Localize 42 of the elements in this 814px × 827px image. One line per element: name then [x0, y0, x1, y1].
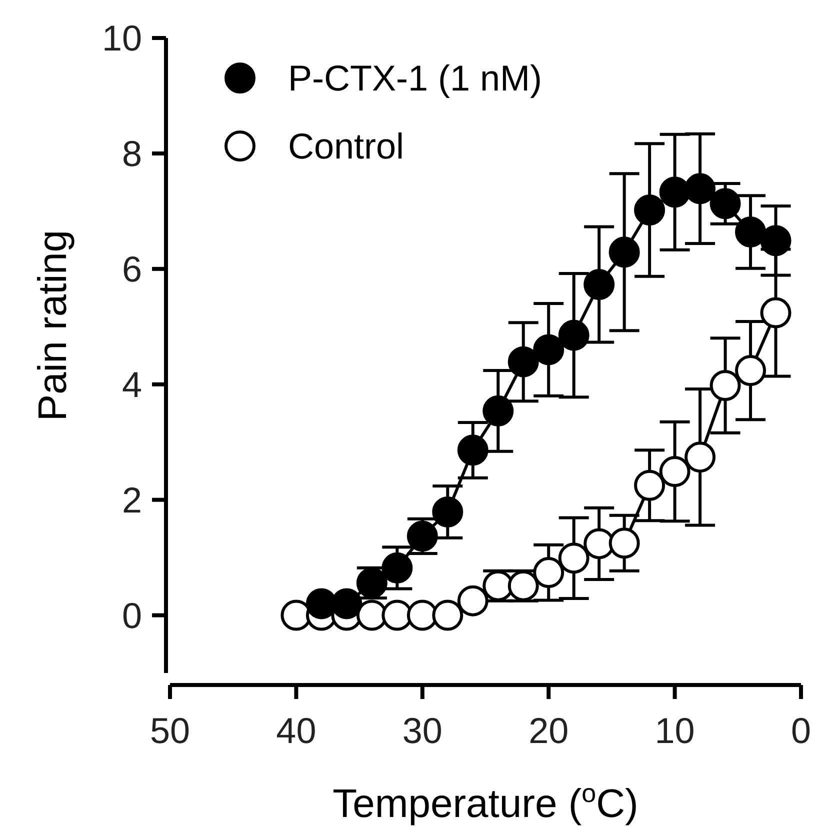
y-axis-title: Pain rating: [31, 230, 75, 422]
y-tick-label: 0: [122, 594, 142, 636]
point: [735, 355, 766, 386]
point: [584, 268, 615, 300]
point: [684, 442, 716, 473]
x-tick-label: 50: [150, 710, 190, 751]
x-axis-title: Temperature ($^{o}$C): [332, 778, 638, 826]
point: [533, 557, 564, 588]
point: [457, 434, 488, 466]
x-tick-label: 30: [402, 710, 442, 751]
point: [432, 600, 464, 631]
y-tick-label: 2: [122, 479, 142, 520]
point: [760, 297, 792, 328]
y-tick-label: 8: [122, 133, 142, 174]
y-tick-label: 6: [122, 248, 142, 290]
x-tick-label: 40: [276, 710, 316, 751]
point: [659, 176, 690, 208]
x-tick-label: 10: [654, 710, 695, 751]
point: [710, 370, 741, 402]
point: [634, 194, 666, 226]
point: [533, 334, 564, 366]
point: [634, 470, 666, 501]
point: [710, 188, 741, 220]
y-tick-label: 10: [102, 18, 142, 59]
point: [684, 173, 716, 204]
x-tick-label: 0: [790, 710, 812, 751]
point: [659, 456, 690, 488]
legend-label: P-CTX-1 (1 nM): [288, 58, 542, 99]
point: [382, 552, 413, 584]
point: [558, 542, 590, 574]
x-tick-label: 20: [528, 710, 569, 751]
point: [558, 320, 590, 351]
point: [760, 225, 792, 256]
point: [457, 585, 488, 616]
point: [432, 496, 464, 528]
point: [508, 346, 539, 378]
legend-label: Control: [288, 126, 404, 167]
point: [735, 216, 766, 248]
point: [482, 395, 514, 426]
point: [608, 236, 640, 268]
point: [608, 528, 640, 559]
y-tick-label: 4: [122, 364, 142, 405]
